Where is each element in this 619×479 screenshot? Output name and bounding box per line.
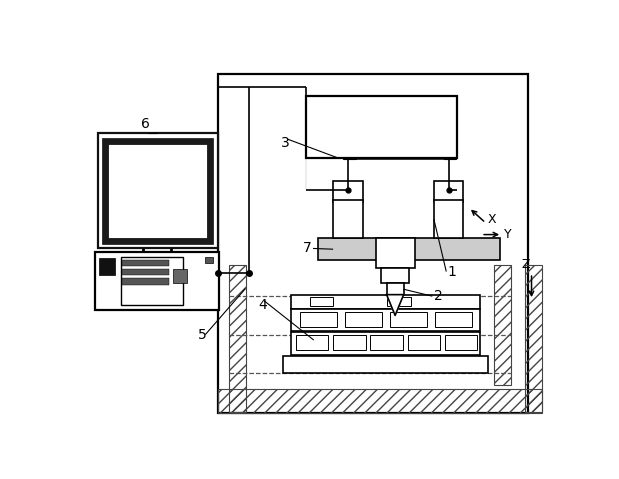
Bar [435,311,472,327]
Bar [228,265,246,411]
Bar [333,181,363,202]
Bar [387,297,410,306]
Bar [333,200,363,239]
Bar [296,335,329,350]
Bar [283,356,488,373]
Text: 4: 4 [258,298,267,312]
Bar [290,295,480,308]
Bar [123,278,169,285]
Bar [121,257,183,306]
Bar [381,268,409,283]
Bar [219,74,529,413]
Bar [173,269,187,283]
Bar [444,151,456,159]
Text: X: X [487,214,496,227]
Text: 3: 3 [281,136,290,150]
Bar [206,257,213,263]
Bar [102,137,213,244]
Text: 2: 2 [434,289,443,303]
Bar [387,283,404,295]
Bar [123,260,169,266]
Bar [318,239,500,260]
Bar [333,335,366,350]
Bar [95,252,219,310]
Bar [219,388,542,413]
Bar [306,96,457,158]
Text: 1: 1 [448,264,457,279]
Text: 6: 6 [141,117,150,131]
Bar [290,332,480,355]
Bar [370,335,403,350]
Bar [300,311,337,327]
Bar [434,181,464,202]
Bar [407,335,440,350]
Bar [98,133,218,249]
Bar [434,200,464,239]
Bar [123,269,169,275]
Text: Y: Y [504,228,511,241]
Bar [526,265,542,411]
Bar [495,265,511,385]
Bar [108,144,207,238]
Bar [444,335,477,350]
Bar [99,259,115,275]
Text: 7: 7 [303,241,311,255]
Bar [343,151,355,159]
Bar [345,311,382,327]
Bar [376,239,415,268]
Bar [310,297,333,306]
Text: Z: Z [521,258,530,271]
Bar [390,311,427,327]
Bar [290,309,480,331]
Text: 5: 5 [197,328,206,342]
Polygon shape [387,295,404,316]
